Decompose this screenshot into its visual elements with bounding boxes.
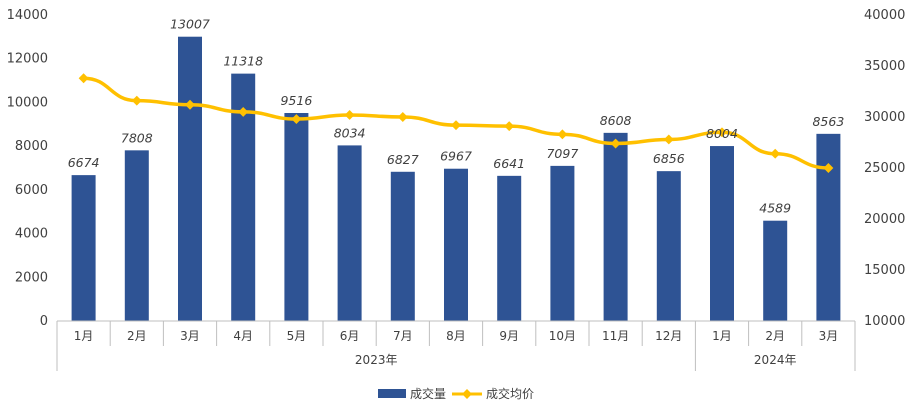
x-category-label: 2月	[127, 329, 147, 343]
y-right-tick-label: 30000	[864, 110, 905, 125]
x-category-label: 2月	[765, 329, 785, 343]
y-right-tick-label: 15000	[864, 263, 905, 278]
bar-data-label: 6967	[440, 149, 472, 164]
x-category-label: 3月	[819, 329, 839, 343]
bar-14	[763, 220, 788, 321]
bar-data-label: 11318	[223, 54, 263, 69]
bar-data-label: 6641	[493, 156, 525, 171]
line-point-7	[397, 112, 408, 122]
bar-data-label: 13007	[170, 17, 210, 32]
line-point-6	[344, 110, 355, 120]
y-right-tick-label: 40000	[864, 8, 905, 23]
x-group-label: 2023年	[355, 353, 398, 367]
bar-data-label: 7097	[546, 146, 578, 161]
x-category-label: 1月	[74, 329, 94, 343]
line-point-8	[451, 120, 461, 131]
x-category-label: 8月	[446, 329, 466, 343]
bar-7	[390, 171, 415, 321]
bar-data-label: 8034	[334, 125, 366, 140]
legend-swatch-volume	[378, 389, 406, 398]
line-point-10	[557, 129, 568, 140]
x-category-label: 6月	[340, 329, 360, 343]
y-left-tick-label: 0	[40, 314, 48, 329]
y-right-tick-label: 25000	[864, 161, 905, 176]
bar-3	[178, 36, 202, 322]
y-left-tick-label: 14000	[7, 8, 48, 23]
y-left-tick-label: 10000	[7, 95, 48, 110]
x-category-label: 7月	[393, 329, 413, 343]
bar-data-label: 7808	[121, 130, 153, 145]
bar-5	[284, 113, 309, 321]
line-point-2	[131, 95, 142, 106]
bar-13	[710, 146, 734, 321]
bar-data-label: 8608	[600, 113, 632, 128]
legend-label-avg-price: 成交均价	[486, 386, 534, 401]
line-point-4	[238, 106, 249, 117]
bar-8	[444, 168, 468, 321]
line-point-14	[770, 148, 781, 159]
bar-data-label: 9516	[280, 93, 312, 108]
line-point-3	[185, 99, 195, 110]
line-point-12	[663, 134, 674, 145]
y-left-tick-label: 8000	[15, 139, 48, 154]
line-point-1	[78, 73, 89, 84]
legend-label-volume: 成交量	[410, 386, 446, 401]
bar-data-label: 8563	[812, 114, 844, 129]
y-right-tick-label: 10000	[864, 314, 905, 329]
bar-6	[337, 145, 362, 321]
bar-data-label: 8004	[706, 126, 738, 141]
bar-1	[71, 175, 96, 321]
bar-data-label: 4589	[759, 201, 791, 216]
bar-15	[816, 133, 841, 321]
line-point-9	[504, 121, 515, 132]
line-point-15	[823, 163, 834, 173]
y-right-tick-label: 35000	[864, 59, 905, 74]
bar-data-label: 6856	[653, 151, 685, 166]
line-point-11	[610, 138, 621, 149]
x-category-label: 11月	[602, 329, 629, 343]
x-category-label: 3月	[180, 329, 200, 343]
x-category-label: 4月	[233, 329, 253, 343]
y-left-tick-label: 2000	[15, 270, 48, 285]
bar-data-label: 6827	[387, 152, 419, 167]
x-category-label: 1月	[712, 329, 732, 343]
y-left-tick-label: 6000	[15, 183, 48, 198]
bar-12	[656, 171, 681, 321]
bar-10	[550, 165, 575, 321]
x-group-label: 2024年	[754, 353, 797, 367]
legend-marker-diamond	[462, 389, 472, 399]
x-category-label: 10月	[549, 329, 576, 343]
bar-9	[497, 175, 522, 321]
x-category-label: 9月	[499, 329, 519, 343]
line-point-13	[717, 127, 727, 138]
x-category-label: 12月	[655, 329, 682, 343]
y-right-tick-label: 20000	[864, 212, 905, 227]
y-left-tick-label: 4000	[15, 227, 48, 242]
bar-2	[124, 150, 149, 321]
x-category-label: 5月	[287, 329, 307, 343]
y-left-tick-label: 12000	[7, 52, 48, 67]
bar-data-label: 6674	[68, 155, 100, 170]
bar-11	[603, 132, 628, 321]
